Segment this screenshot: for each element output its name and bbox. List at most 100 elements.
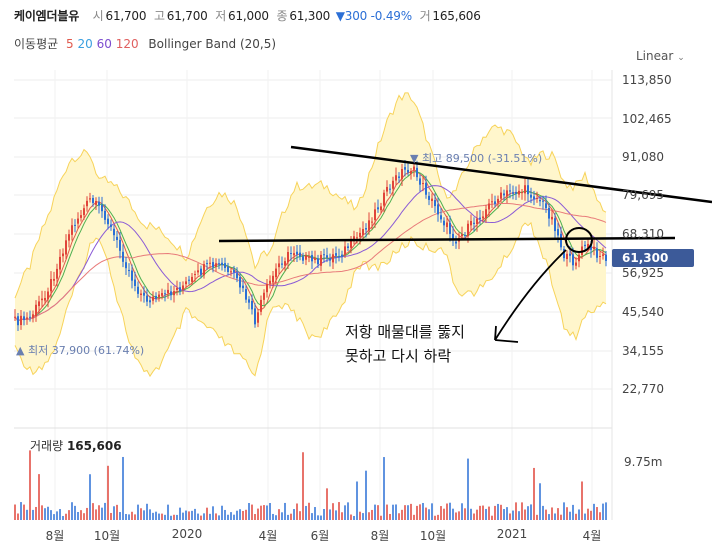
candle-body — [173, 291, 175, 296]
candle-body — [128, 269, 130, 271]
volume-bar — [311, 513, 313, 520]
volume-bar — [293, 509, 295, 520]
volume-bar — [278, 509, 280, 520]
candle-body — [119, 239, 121, 251]
volume-bar — [71, 502, 73, 520]
volume-bar — [395, 504, 397, 520]
open-label: 시 — [92, 9, 104, 23]
volume-bar — [503, 509, 505, 520]
candle-body — [512, 192, 514, 194]
volume-bar — [158, 513, 160, 520]
candle-body — [425, 182, 427, 195]
ma-20-label: 20 — [77, 37, 93, 51]
volume-bar — [191, 510, 193, 520]
candle-body — [446, 222, 448, 228]
volume-bar — [92, 503, 94, 520]
candle-body — [371, 221, 373, 223]
candle-body — [29, 316, 31, 318]
volume-bar — [41, 505, 43, 520]
candle-body — [476, 218, 478, 224]
volume-bar — [257, 508, 259, 520]
candle-body — [242, 285, 244, 289]
candle-body — [329, 258, 331, 261]
volume-bar — [332, 503, 334, 520]
volume-bar — [557, 508, 559, 520]
volume-bar — [68, 510, 70, 520]
candle-body — [53, 278, 55, 281]
candle-body — [26, 317, 28, 319]
candle-body — [551, 216, 553, 220]
candle-body — [440, 215, 442, 220]
candle-body — [71, 225, 73, 235]
volume-bar — [149, 509, 151, 520]
candle-body — [206, 263, 208, 265]
candle-body — [290, 253, 292, 255]
volume-bar — [203, 513, 205, 520]
volume-bar — [80, 510, 82, 520]
candle-body — [233, 269, 235, 273]
scale-mode-dropdown[interactable]: Linear ⌄ — [636, 49, 685, 63]
volume-bar — [113, 506, 115, 520]
volume-bar — [164, 514, 166, 520]
candle-body — [260, 299, 262, 312]
volume-bar — [62, 515, 64, 520]
ma-60-line — [14, 185, 607, 322]
candle-body — [407, 169, 409, 173]
volume-bar — [302, 452, 304, 520]
volume-bar — [356, 481, 358, 520]
date-tick: 6월 — [310, 529, 330, 543]
volume-bar — [467, 458, 469, 520]
volume-bar — [233, 514, 235, 520]
volume-bar — [545, 509, 547, 520]
volume-bar — [512, 510, 514, 520]
candle-body — [137, 286, 139, 294]
candle-body — [347, 246, 349, 248]
candle-body — [23, 316, 25, 321]
volume-bar — [365, 470, 367, 520]
volume-bar — [443, 508, 445, 520]
low-annotation: ▲ 최저 37,900 (61.74%) — [16, 344, 145, 357]
candle-body — [89, 198, 91, 200]
candle-body — [101, 204, 103, 212]
volume-bar — [116, 504, 118, 520]
candle-body — [596, 248, 598, 258]
quote-header: 케이엠더블유 시 61,700 고 61,700 저 61,000 종 61,300 ▼… — [14, 7, 481, 24]
candle-body — [362, 229, 364, 235]
arrow-line — [494, 249, 567, 341]
volume-bar — [587, 508, 589, 520]
candle-body — [542, 200, 544, 202]
volume-bar — [251, 504, 253, 520]
volume-bar — [554, 513, 556, 520]
candle-body — [152, 296, 154, 301]
candle-body — [164, 293, 166, 295]
volume-bar — [200, 515, 202, 520]
volume-bar — [350, 514, 352, 520]
candle-body — [113, 228, 115, 236]
volume-bar — [254, 514, 256, 520]
candle-body — [122, 251, 124, 262]
candle-body — [359, 232, 361, 237]
volume-bar — [215, 513, 217, 520]
candle-body — [17, 316, 19, 326]
volume-bar — [299, 511, 301, 520]
candle-body — [449, 222, 451, 234]
indicator-legend[interactable]: 이동평균 5 20 60 120 Bollinger Band (20,5) — [14, 35, 276, 52]
candle-body — [287, 252, 289, 263]
volume-bar — [440, 506, 442, 520]
volume-bar — [224, 509, 226, 520]
bollinger-lower — [14, 221, 607, 378]
candle-body — [461, 234, 463, 237]
volume-bar — [368, 512, 370, 520]
candle-body — [176, 287, 178, 290]
volume-bar — [179, 507, 181, 520]
volume-bar — [89, 474, 91, 520]
date-tick: 2021 — [496, 527, 528, 541]
candle-body — [230, 271, 232, 273]
candle-body — [65, 240, 67, 255]
candle-body — [566, 253, 568, 260]
volume-bar — [56, 511, 58, 520]
volume-bar — [560, 514, 562, 520]
volume-bar — [437, 514, 439, 520]
candle-body — [332, 254, 334, 263]
